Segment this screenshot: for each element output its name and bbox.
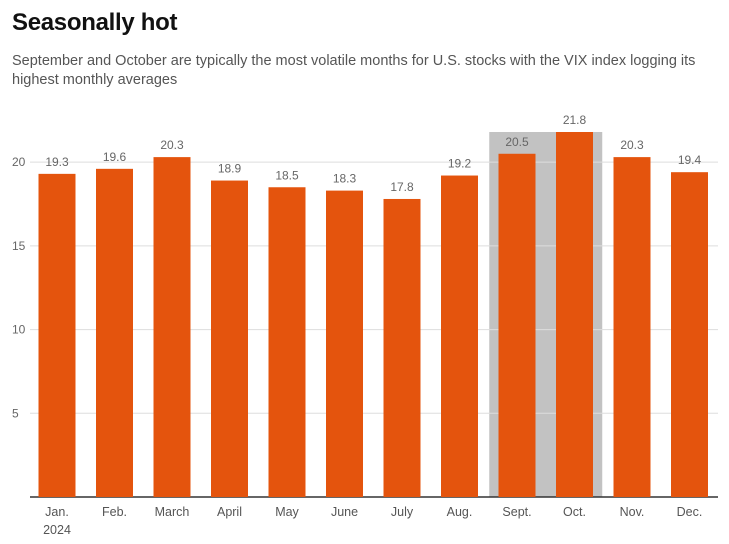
bar	[268, 187, 306, 497]
x-tick-label: March	[155, 505, 190, 519]
data-label: 18.9	[218, 162, 242, 176]
data-label: 20.3	[160, 138, 184, 152]
x-tick-label: Feb.	[102, 505, 127, 519]
x-tick-label: Aug.	[447, 505, 473, 519]
label-layer: 5 10 15 20 19.3 Jan. 19.6 Feb. 20.3 March 18.9 Apri…	[12, 113, 702, 537]
bar	[441, 175, 478, 497]
data-label: 17.8	[390, 180, 414, 194]
data-label: 19.4	[678, 153, 702, 167]
chart-subtitle: September and October are typically the …	[12, 53, 696, 88]
bar	[498, 153, 536, 497]
chart-title: Seasonally hot	[12, 9, 178, 36]
bar	[326, 190, 363, 497]
bar	[383, 198, 421, 497]
data-label: 20.3	[620, 138, 644, 152]
x-tick-label: Dec.	[677, 505, 703, 519]
y-tick-label: 15	[12, 239, 26, 253]
x-tick-label: April	[217, 505, 242, 519]
x-tick-label: May	[275, 505, 299, 519]
x-tick-label: Jan.	[45, 505, 69, 519]
data-label: 19.3	[45, 155, 69, 169]
bar	[613, 157, 651, 497]
bar	[671, 172, 708, 498]
bar	[96, 168, 133, 497]
data-label: 21.8	[563, 113, 587, 127]
bar	[211, 180, 248, 497]
x-tick-label: June	[331, 505, 358, 519]
bar	[556, 132, 593, 497]
bar	[38, 173, 76, 498]
x-tick-label: Sept.	[502, 505, 531, 519]
bar	[153, 157, 191, 497]
x-tick-label: Oct.	[563, 505, 586, 519]
x-tick-label: July	[391, 505, 414, 519]
data-label: 20.5	[505, 135, 529, 149]
x-tick-label: Nov.	[620, 505, 645, 519]
x-tick-sublabel: 2024	[43, 523, 71, 537]
y-tick-label: 5	[12, 406, 19, 420]
bar-layer	[38, 132, 708, 498]
data-label: 18.5	[275, 168, 299, 182]
data-label: 19.2	[448, 157, 472, 171]
grid-layer	[30, 161, 718, 498]
data-label: 18.3	[333, 172, 357, 186]
y-tick-label: 10	[12, 323, 26, 337]
data-label: 19.6	[103, 150, 127, 164]
y-tick-label: 20	[12, 155, 26, 169]
